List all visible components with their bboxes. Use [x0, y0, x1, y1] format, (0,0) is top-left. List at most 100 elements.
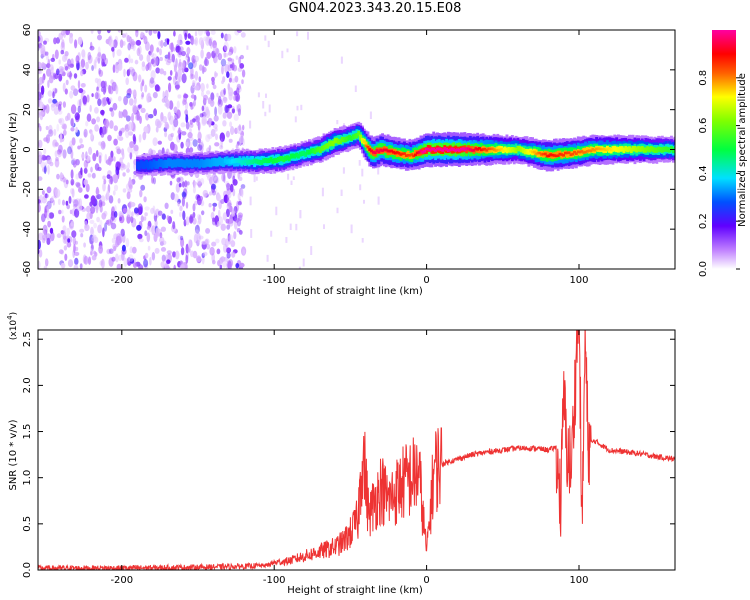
noise-blob [97, 78, 102, 88]
noise-blob [205, 35, 211, 46]
noise-blob [175, 45, 180, 53]
noise-blob [43, 165, 47, 175]
ridge-cell [251, 159, 255, 165]
noise-blob [165, 266, 171, 269]
ridge-cell [381, 149, 384, 152]
noise-blob [73, 88, 79, 96]
spectrogram-x-label: Height of straight line (km) [287, 286, 423, 297]
ridge-cell [542, 152, 545, 156]
noise-speck [377, 167, 380, 175]
ridge-cell [633, 149, 637, 152]
ridge-cell [150, 161, 154, 170]
noise-blob [210, 211, 215, 220]
ridge-cell [139, 160, 143, 168]
ridge-cell [326, 143, 330, 146]
noise-blob [67, 259, 74, 268]
noise-blob [114, 65, 120, 74]
noise-blob [235, 55, 239, 60]
ridge-cell [425, 147, 428, 151]
noise-blob [157, 140, 162, 145]
ridge-cell [618, 147, 622, 151]
ridge-cell [509, 148, 512, 151]
ridge-cell [359, 134, 363, 137]
noise-blob [47, 98, 53, 104]
noise-blob [149, 44, 154, 53]
noise-blob [159, 56, 164, 62]
ridge-cell [339, 139, 342, 142]
noise-blob [103, 179, 107, 185]
noise-blob [83, 179, 88, 186]
ridge-cell [446, 149, 450, 152]
noise-blob [181, 73, 187, 84]
noise-blob [180, 237, 185, 248]
noise-blob [38, 61, 42, 71]
noise-blob [185, 216, 190, 226]
noise-blob [94, 163, 100, 171]
noise-blob [136, 224, 142, 231]
noise-blob [136, 47, 141, 57]
noise-blob [97, 34, 102, 41]
noise-blob [68, 195, 72, 204]
noise-blob [220, 223, 226, 231]
noise-speck [295, 223, 298, 231]
noise-speck [323, 224, 325, 229]
noise-blob [185, 141, 189, 147]
noise-blob [87, 54, 93, 64]
ridge-cell [137, 162, 141, 171]
noise-blob [45, 125, 49, 131]
noise-blob [223, 51, 227, 59]
ridge-cell [404, 154, 408, 157]
noise-blob [233, 90, 237, 96]
ridge-cell [479, 148, 483, 152]
noise-blob [161, 213, 166, 220]
noise-blob [81, 153, 85, 159]
noise-blob [102, 175, 106, 180]
noise-blob [106, 97, 109, 102]
noise-blob [238, 230, 243, 235]
noise-blob [167, 133, 173, 142]
noise-blob [232, 179, 238, 186]
noise-blob [163, 70, 167, 76]
noise-speck [361, 238, 364, 243]
ridge-cell [287, 156, 291, 162]
ridge-cell [271, 158, 275, 164]
noise-speck [262, 101, 265, 109]
noise-blob [196, 232, 201, 243]
noise-blob [38, 123, 41, 128]
noise-blob [192, 250, 198, 259]
noise-blob [57, 109, 63, 115]
noise-blob [131, 89, 137, 96]
noise-blob [106, 219, 112, 226]
ridge-cell [229, 159, 233, 165]
ridge-cell [468, 148, 472, 151]
noise-speck [361, 168, 364, 177]
noise-blob [112, 174, 118, 180]
noise-blob [117, 135, 120, 140]
noise-blob [178, 76, 182, 83]
noise-blob [233, 95, 237, 101]
noise-blob [180, 235, 184, 241]
noise-blob [219, 145, 224, 150]
noise-blob [74, 257, 79, 265]
ridge-cell [465, 146, 469, 154]
noise-blob [180, 263, 185, 269]
ridge-cell [565, 151, 569, 158]
ridge-cell [311, 148, 315, 153]
noise-blob [132, 104, 138, 114]
ridge-cell [635, 149, 639, 152]
noise-blob [227, 51, 232, 56]
noise-speck [264, 111, 267, 117]
noise-blob [41, 190, 45, 195]
noise-blob [128, 184, 133, 190]
ridge-cell [567, 151, 571, 154]
noise-blob [197, 138, 201, 144]
noise-blob [168, 82, 172, 93]
noise-blob [240, 188, 244, 198]
noise-blob [119, 215, 125, 224]
noise-blob [161, 254, 166, 262]
colorbar-tick-label: 0.6 [698, 118, 709, 134]
noise-blob [196, 220, 200, 229]
noise-blob [217, 220, 221, 227]
ridge-cell [423, 149, 427, 153]
noise-blob [205, 106, 209, 115]
